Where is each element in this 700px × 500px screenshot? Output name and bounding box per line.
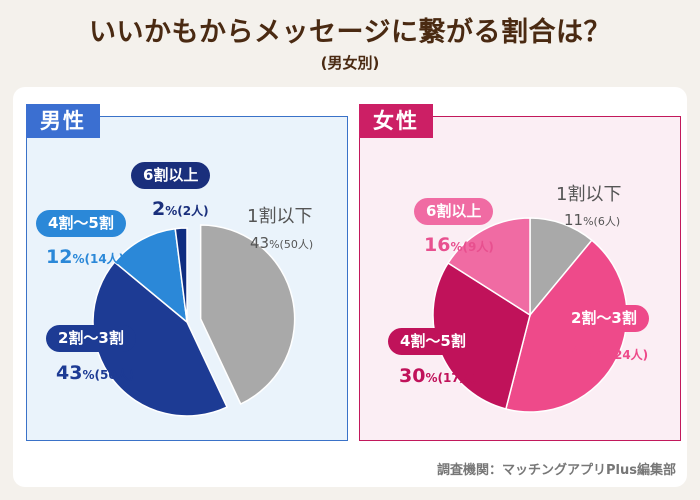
- male-pct-6wari-value: 2: [152, 198, 166, 220]
- female-pie: [432, 217, 628, 413]
- female-badge-6wari: 6割以上: [414, 198, 494, 225]
- male-pct-4-5wari-unit: %: [72, 252, 85, 266]
- female-label-1wari: 1割以下: [556, 184, 622, 205]
- male-badge-4-5wari: 4割～5割: [36, 210, 126, 237]
- male-pct-6wari-unit: %: [165, 204, 178, 218]
- male-pct-4-5wari: 12%(14人): [46, 246, 124, 270]
- male-count-6wari: (2人): [177, 204, 209, 218]
- female-slice-1wari: [529, 217, 593, 318]
- male-pct-2-3wari-unit: %: [82, 368, 95, 382]
- female-badge-4-5wari: 4割～5割: [388, 328, 478, 355]
- male-tab: 男性: [26, 104, 100, 138]
- female-pct-6wari-value: 16: [424, 234, 451, 256]
- male-badge-2-3wari: 2割～3割: [46, 325, 136, 352]
- male-count-4-5wari: (14人): [84, 252, 125, 266]
- female-pct-4-5wari-unit: %: [425, 371, 438, 385]
- female-count-1wari: (6人): [593, 215, 621, 228]
- male-badge-6wari: 6割以上: [131, 162, 211, 189]
- male-pct-1wari-unit: %: [269, 238, 280, 251]
- female-pct-1wari-unit: %: [583, 215, 594, 228]
- male-slice-4-5wari: [113, 227, 188, 324]
- female-pct-6wari-unit: %: [450, 240, 463, 254]
- female-pct-4-5wari-value: 30: [399, 365, 426, 387]
- male-slice-6wari: [174, 227, 188, 323]
- male-slice-2-3wari: [92, 261, 229, 417]
- male-label-1wari: 1割以下: [247, 206, 313, 227]
- female-slice-6wari: [447, 217, 531, 317]
- chart-title: いいかもからメッセージに繋がる割合は？: [89, 17, 611, 48]
- female-count-6wari: (9人): [462, 240, 494, 254]
- male-pct-1wari: 43%(50人): [250, 234, 313, 254]
- female-pct-2-3wari-value: 43: [570, 342, 597, 364]
- female-count-2-3wari: (24人): [608, 348, 649, 362]
- male-pct-4-5wari-value: 12: [46, 246, 73, 268]
- female-pct-1wari: 11%(6人): [564, 211, 620, 231]
- female-count-4-5wari: (17人): [437, 371, 478, 385]
- female-pct-2-3wari: 43%(24人): [570, 342, 648, 366]
- male-count-1wari: (50人): [279, 238, 314, 251]
- male-count-2-3wari: (50人): [94, 368, 135, 382]
- female-badge-2-3wari: 2割～3割: [559, 305, 649, 332]
- female-pct-4-5wari: 30%(17人): [399, 365, 477, 389]
- male-pct-1wari-value: 43: [250, 234, 270, 252]
- female-pct-2-3wari-unit: %: [596, 348, 609, 362]
- chart-subtitle: (男女別): [320, 54, 380, 72]
- male-pct-6wari: 2%(2人): [152, 198, 209, 222]
- male-pct-2-3wari: 43%(50人): [56, 362, 134, 386]
- female-tab: 女性: [359, 104, 433, 138]
- source-note: 調査機関：マッチングアプリPlus編集部: [437, 463, 676, 478]
- female-pct-1wari-value: 11: [564, 211, 584, 229]
- female-pct-6wari: 16%(9人): [424, 234, 494, 258]
- male-slice-1wari: [199, 224, 296, 405]
- male-pct-2-3wari-value: 43: [56, 362, 83, 384]
- male-pie: [92, 224, 296, 417]
